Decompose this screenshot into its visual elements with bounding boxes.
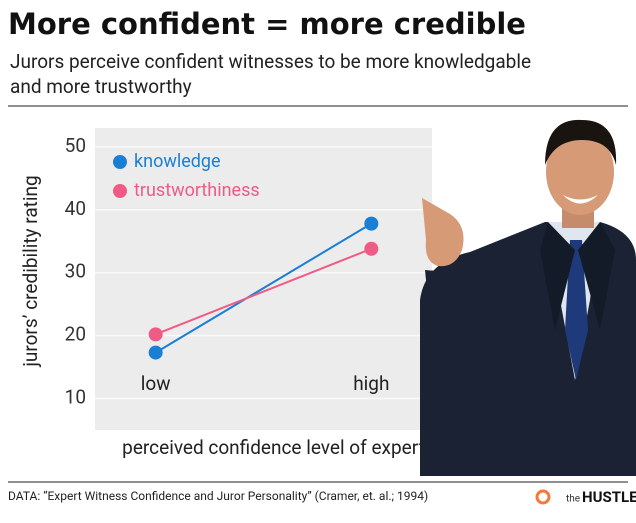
plot: knowledge trustworthiness bbox=[113, 151, 379, 360]
y-tick-label: 50 bbox=[65, 134, 86, 157]
y-tick-label: 40 bbox=[65, 197, 86, 220]
series-line bbox=[155, 222, 372, 354]
brand: HUSTLE bbox=[582, 488, 636, 506]
x-axis-label: perceived confidence level of expert bbox=[122, 436, 425, 459]
series-line bbox=[155, 247, 372, 336]
point bbox=[148, 345, 163, 360]
legend-label: knowledge bbox=[134, 151, 221, 172]
person-photo bbox=[420, 119, 636, 476]
legend-marker bbox=[113, 155, 127, 169]
legend-marker bbox=[113, 184, 127, 198]
legend-label: trustworthiness bbox=[134, 180, 260, 201]
x-tick-label: low bbox=[141, 372, 171, 395]
brand-icon bbox=[535, 489, 551, 505]
subtitle: and more trustworthy bbox=[10, 75, 192, 98]
y-tick-label: 20 bbox=[65, 323, 86, 346]
y-tick-label: 30 bbox=[65, 260, 86, 283]
x-tick-label: high bbox=[353, 372, 389, 395]
brand-prefix: the bbox=[566, 494, 580, 505]
point bbox=[148, 327, 163, 342]
chart-title: More confident = more credible bbox=[8, 7, 526, 41]
y-axis-label: jurors’ credibility rating bbox=[19, 175, 42, 367]
plot-area bbox=[95, 128, 432, 430]
point bbox=[364, 216, 379, 231]
point bbox=[364, 241, 379, 256]
y-tick-label: 10 bbox=[65, 386, 86, 409]
source: DATA: “Expert Witness Confidence and Jur… bbox=[8, 489, 428, 503]
subtitle: Jurors perceive confident witnesses to b… bbox=[10, 50, 531, 73]
